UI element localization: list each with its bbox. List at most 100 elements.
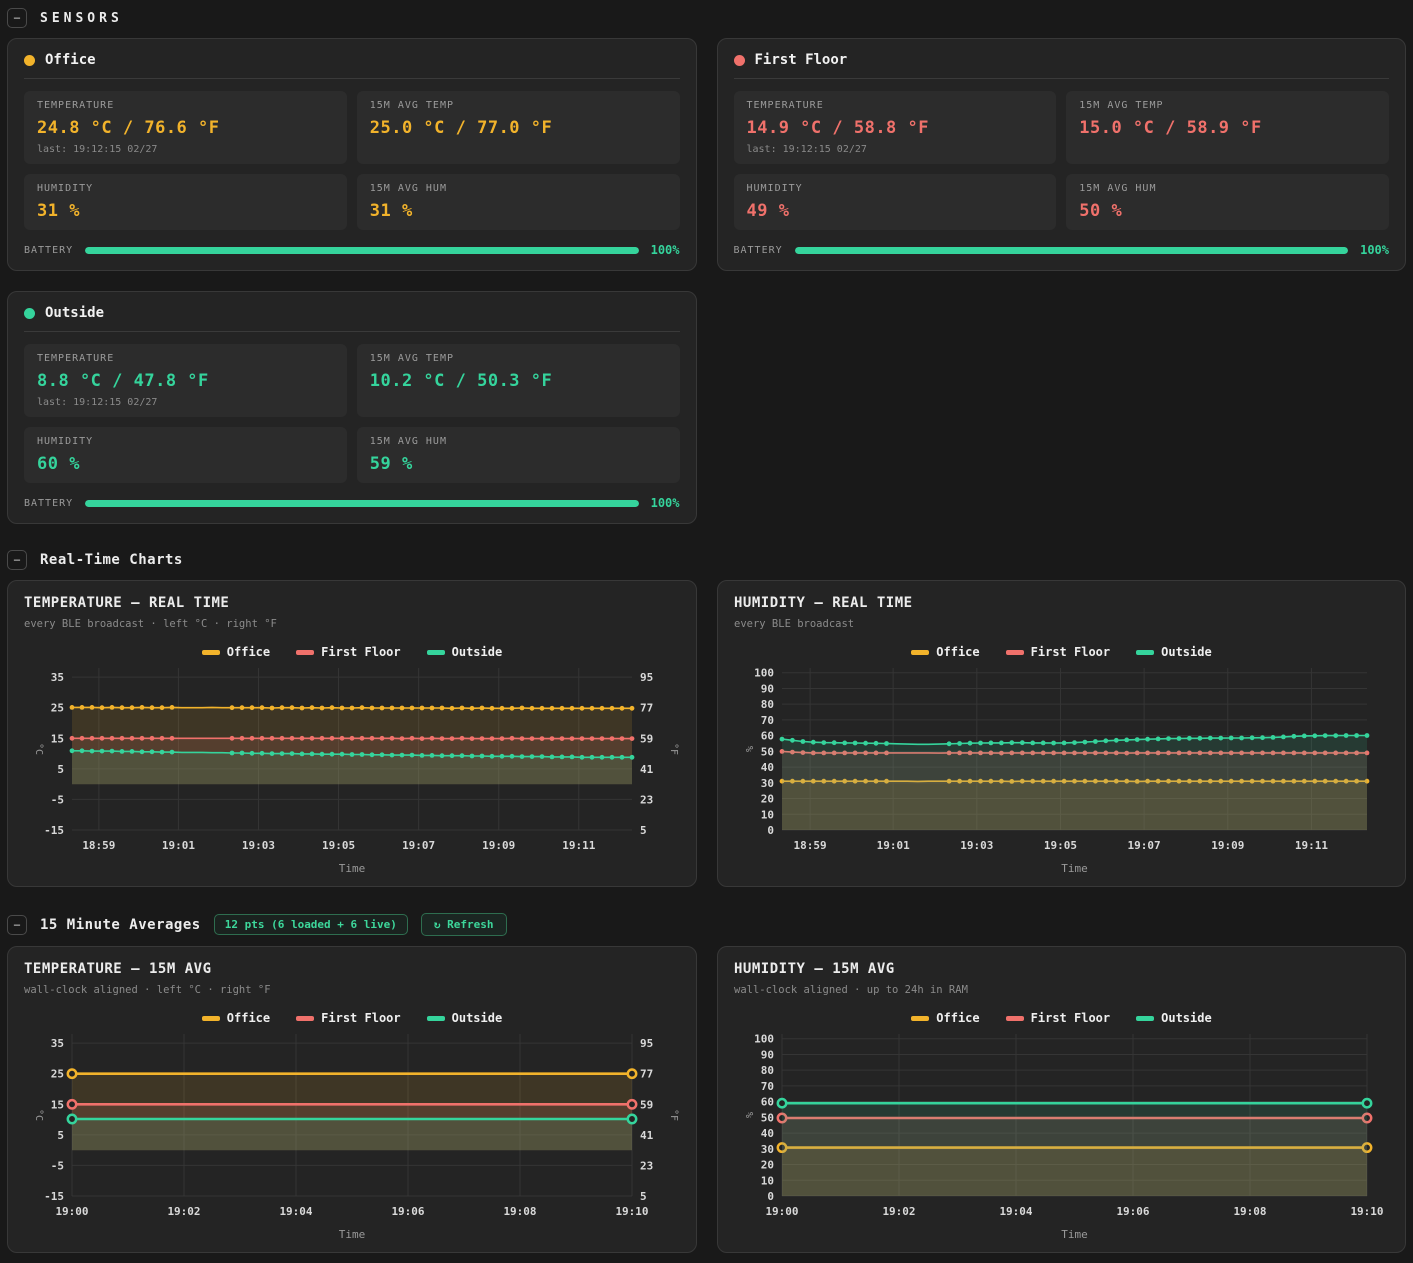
svg-text:59: 59 [640, 732, 653, 745]
svg-text:35: 35 [51, 671, 64, 684]
svg-text:19:11: 19:11 [562, 839, 595, 852]
legend-item-outside[interactable]: Outside [1136, 1011, 1212, 1025]
svg-text:10: 10 [761, 808, 774, 821]
legend-item-first-floor[interactable]: First Floor [296, 1011, 401, 1025]
legend-item-first-floor[interactable]: First Floor [1005, 1011, 1111, 1025]
svg-text:-15: -15 [44, 1190, 64, 1203]
svg-text:30: 30 [761, 777, 774, 790]
sensor-card-outside: Outside TEMPERATURE 8.8 °C / 47.8 °F las… [7, 291, 697, 524]
chart-legend: Office First Floor Outside [24, 645, 680, 659]
svg-text:5: 5 [57, 763, 64, 776]
averages-collapse-button[interactable]: − [7, 914, 27, 935]
avg-hum-label: 15M AVG HUM [369, 183, 447, 194]
realtime-charts-grid: TEMPERATURE — REAL TIME every BLE broadc… [7, 580, 1406, 887]
svg-text:90: 90 [761, 1048, 774, 1061]
last-updated: last: 19:12:15 02/27 [746, 144, 867, 155]
legend-label: Outside [451, 645, 503, 659]
sensor-status-dot [24, 54, 35, 66]
sensor-name: Office [45, 52, 96, 68]
chart-subtitle: wall-clock aligned · left °C · right °F [24, 984, 271, 996]
sensor-card-first-floor: First Floor TEMPERATURE 14.9 °C / 58.8 °… [716, 38, 1406, 271]
legend-item-office[interactable]: Office [911, 645, 980, 659]
temperature-label: TEMPERATURE [746, 100, 824, 111]
legend-label: First Floor [321, 1011, 401, 1025]
svg-text:23: 23 [640, 793, 653, 806]
battery-bar [794, 246, 1349, 254]
averages-charts-grid: TEMPERATURE — 15M AVG wall-clock aligned… [7, 946, 1406, 1253]
legend-label: First Floor [1030, 1011, 1111, 1025]
svg-text:18:59: 18:59 [794, 839, 827, 852]
refresh-button[interactable]: ↻ Refresh [420, 913, 507, 936]
svg-text:-5: -5 [51, 793, 64, 806]
legend-swatch [911, 649, 930, 655]
svg-text:50: 50 [761, 745, 774, 758]
avg-temp-label: 15M AVG TEMP [1079, 100, 1164, 111]
legend-item-outside[interactable]: Outside [1136, 645, 1212, 659]
svg-text:Time: Time [339, 862, 366, 875]
humidity-stat: HUMIDITY 31 % [24, 174, 347, 230]
legend-item-first-floor[interactable]: First Floor [1005, 645, 1110, 659]
avg-temp-value: 15.0 °C / 58.9 °F [1079, 118, 1262, 138]
sensor-card-header: Office [24, 52, 680, 79]
avg-temp-label: 15M AVG TEMP [369, 100, 454, 111]
avg-hum-label: 15M AVG HUM [369, 436, 447, 447]
legend-item-office[interactable]: Office [201, 1011, 270, 1025]
svg-text:19:09: 19:09 [482, 839, 515, 852]
sensor-card-office: Office TEMPERATURE 24.8 °C / 76.6 °F las… [7, 38, 697, 271]
battery-row: BATTERY 100% [24, 243, 680, 257]
sensor-card-header: First Floor [733, 52, 1389, 79]
legend-item-outside[interactable]: Outside [426, 1011, 503, 1025]
sensor-dashboard: − SENSORS Office TEMPERATURE 24.8 °C / 7… [7, 8, 1406, 1253]
svg-text:19:08: 19:08 [503, 1205, 536, 1218]
legend-swatch [296, 1015, 315, 1021]
legend-label: First Floor [321, 645, 401, 659]
svg-text:-15: -15 [44, 824, 64, 837]
svg-text:100: 100 [754, 1033, 774, 1046]
temperature-stat: TEMPERATURE 24.8 °C / 76.6 °F last: 19:1… [24, 91, 347, 164]
humidity-stat: HUMIDITY 60 % [24, 427, 347, 483]
chart-title: TEMPERATURE — REAL TIME [24, 595, 230, 611]
legend-label: Outside [1161, 645, 1212, 659]
legend-item-first-floor[interactable]: First Floor [296, 645, 401, 659]
battery-label: BATTERY [24, 497, 74, 509]
avg-temp-value: 25.0 °C / 77.0 °F [369, 118, 553, 138]
temperature-label: TEMPERATURE [37, 100, 115, 111]
avg-hum-stat: 15M AVG HUM 59 % [356, 427, 680, 483]
svg-text:°F: °F [668, 1109, 679, 1121]
svg-text:19:05: 19:05 [1044, 839, 1077, 852]
sensor-cards-grid: Office TEMPERATURE 24.8 °C / 76.6 °F las… [7, 38, 1406, 524]
svg-text:19:01: 19:01 [162, 839, 195, 852]
legend-label: Office [936, 1011, 980, 1025]
legend-swatch [1136, 1015, 1155, 1021]
legend-label: Outside [451, 1011, 503, 1025]
sensor-status-dot [733, 54, 745, 66]
legend-swatch [296, 649, 315, 655]
svg-text:%: % [743, 1112, 754, 1118]
realtime-collapse-button[interactable]: − [7, 550, 27, 570]
svg-text:20: 20 [761, 793, 774, 806]
sensors-collapse-button[interactable]: − [7, 8, 27, 28]
svg-text:19:02: 19:02 [882, 1205, 915, 1218]
sensor-stats: TEMPERATURE 24.8 °C / 76.6 °F last: 19:1… [24, 91, 680, 230]
humidity-value: 31 % [37, 201, 80, 221]
empty-grid-cell [717, 291, 1407, 524]
svg-text:19:00: 19:00 [765, 1205, 798, 1218]
sensor-stats: TEMPERATURE 14.9 °C / 58.8 °F last: 19:1… [733, 91, 1389, 230]
hum-15m-svg: 19:00 19:02 19:04 19:06 19:08 19:101009080706… [743, 1033, 1384, 1241]
legend-item-outside[interactable]: Outside [426, 645, 503, 659]
svg-text:18:59: 18:59 [82, 839, 115, 852]
chart-card-hum-15m: HUMIDITY — 15M AVG wall-clock aligned · … [717, 946, 1406, 1253]
legend-item-office[interactable]: Office [911, 1011, 980, 1025]
temp-15m-svg: 19:00 19:02 19:04 19:06 19:08 19:10 35 95 25 77 15… [33, 1034, 679, 1241]
battery-bar [85, 246, 639, 254]
svg-text:19:06: 19:06 [391, 1205, 424, 1218]
chart-subtitle: wall-clock aligned · up to 24h in RAM [734, 984, 968, 996]
legend-item-office[interactable]: Office [201, 645, 270, 659]
svg-text:19:03: 19:03 [960, 839, 993, 852]
svg-text:20: 20 [761, 1159, 774, 1172]
battery-row: BATTERY 100% [734, 243, 1390, 257]
svg-text:19:11: 19:11 [1295, 839, 1328, 852]
chart-title: TEMPERATURE — 15M AVG [24, 961, 212, 977]
battery-percent: 100% [650, 496, 680, 510]
temperature-value: 24.8 °C / 76.6 °F [37, 118, 220, 138]
